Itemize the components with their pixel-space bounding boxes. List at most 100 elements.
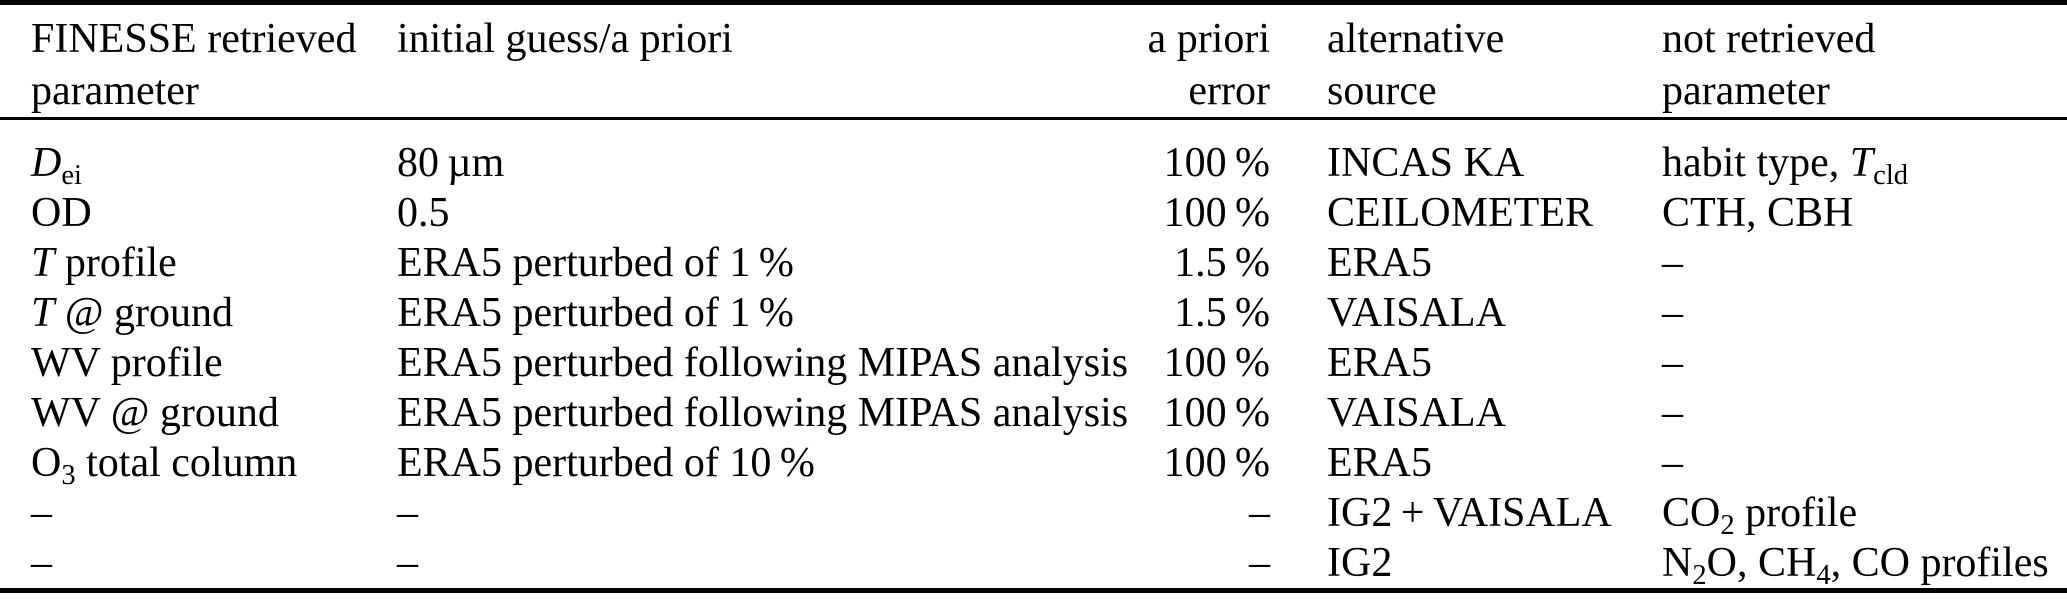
cell-initial-guess: 0.5 [397, 188, 1010, 238]
header-line: FINESSE retrieved [31, 16, 357, 62]
cell-retrieved-parameter: T profile [0, 238, 397, 288]
cell-initial-guess: ERA5 perturbed following MIPAS analysis [397, 388, 1128, 438]
cell-text: profile [54, 240, 177, 286]
cell-a-priori-error: 100 % [1010, 438, 1270, 488]
cell-text: , CO profiles [1830, 540, 2049, 586]
cell-not-retrieved-parameter: – [1662, 288, 2067, 338]
cell-text: WV @ ground [31, 390, 279, 436]
header-a-priori-error: a priori error [1010, 2, 1270, 120]
cell-retrieved-parameter: WV @ ground [0, 388, 397, 438]
cell-text: – [1249, 540, 1270, 586]
cell-not-retrieved-parameter: – [1662, 388, 2067, 438]
cell-text: ERA5 [1327, 440, 1432, 486]
header-line: parameter [31, 68, 199, 114]
cell-text: – [397, 540, 418, 586]
cell-text: CEILOMETER [1327, 190, 1593, 236]
cell-initial-guess: ERA5 perturbed of 1 % [397, 288, 1010, 338]
cell-text: N [1662, 540, 1693, 586]
cell-alternative-source: VAISALA [1270, 288, 1662, 338]
table-row: – – – IG2 N2O, CH4, CO profiles [0, 538, 2067, 591]
cell-alternative-source: INCAS KA [1270, 119, 1662, 189]
cell-text: – [1249, 490, 1270, 536]
table-row: WV profile ERA5 perturbed following MIPAS… [0, 338, 2067, 388]
subscript-text: 4 [1816, 559, 1831, 591]
cell-not-retrieved-parameter: – [1662, 238, 2067, 288]
header-line: initial guess/a priori [397, 16, 733, 62]
cell-a-priori-error: 100 % [1010, 338, 1270, 388]
cell-text: ERA5 perturbed of 10 % [397, 440, 815, 486]
cell-not-retrieved-parameter: habit type, Tcld [1662, 119, 2067, 191]
cell-text: 0.5 [397, 190, 450, 236]
cell-a-priori-error: 1.5 % [1010, 288, 1270, 338]
header-line: source [1327, 68, 1437, 114]
cell-alternative-source: VAISALA [1270, 388, 1662, 438]
cell-initial-guess: ERA5 perturbed of 10 % [397, 438, 1010, 488]
cell-text: VAISALA [1327, 290, 1506, 336]
cell-not-retrieved-parameter: – [1662, 438, 2067, 488]
cell-text: 80 µm [397, 140, 505, 186]
cell-text: VAISALA [1327, 390, 1506, 436]
cell-text: IG2 + VAISALA [1327, 490, 1612, 536]
cell-text: O [31, 440, 62, 486]
table-row: – – – IG2 + VAISALA CO2 profile [0, 488, 2067, 541]
cell-text: 100 % [1163, 140, 1270, 186]
cell-text: – [1662, 240, 1683, 286]
header-initial-guess-a-priori: initial guess/a priori [397, 2, 1010, 120]
cell-not-retrieved-parameter: CO2 profile [1662, 488, 2067, 541]
cell-initial-guess: – [397, 538, 1010, 591]
cell-not-retrieved-parameter: – [1662, 338, 2067, 388]
cell-text: – [397, 490, 418, 536]
cell-alternative-source: ERA5 [1270, 338, 1662, 388]
cell-text: habit type, [1662, 140, 1850, 186]
cell-text: ERA5 perturbed of 1 % [397, 290, 794, 336]
cell-retrieved-parameter: T @ ground [0, 288, 397, 338]
cell-text: 100 % [1163, 440, 1270, 486]
cell-text: D [31, 140, 62, 186]
cell-text: WV profile [31, 340, 223, 386]
table-header-row: FINESSE retrieved parameter initial guess/… [0, 2, 2067, 120]
cell-alternative-source: IG2 + VAISALA [1270, 488, 1662, 538]
table-row: OD 0.5 100 % CEILOMETER CTH, CBH [0, 188, 2067, 238]
subscript-text: ei [61, 159, 82, 191]
cell-text: ERA5 [1327, 340, 1432, 386]
table-row: T profile ERA5 perturbed of 1 % 1.5 % ERA5 – [0, 238, 2067, 288]
cell-text: ERA5 [1327, 240, 1432, 286]
cell-a-priori-error: 100 % [1010, 388, 1270, 438]
cell-text: – [1662, 290, 1683, 336]
cell-alternative-source: ERA5 [1270, 238, 1662, 288]
cell-a-priori-error: 100 % [1010, 119, 1270, 189]
cell-a-priori-error: – [1010, 488, 1270, 538]
cell-text: @ ground [54, 290, 234, 336]
cell-a-priori-error: 100 % [1010, 188, 1270, 238]
table-row: Dei 80 µm 100 % INCAS KA habit type, Tcld [0, 119, 2067, 191]
cell-text: T [1849, 140, 1874, 186]
cell-initial-guess: – [397, 488, 1010, 538]
subscript-text: cld [1873, 159, 1909, 191]
cell-text: OD [31, 190, 92, 236]
table-row: WV @ ground ERA5 perturbed following MIPA… [0, 388, 2067, 438]
cell-text: 1.5 % [1174, 290, 1270, 336]
cell-text: – [1662, 440, 1683, 486]
cell-initial-guess: ERA5 perturbed of 1 % [397, 238, 1010, 288]
table-row: T @ ground ERA5 perturbed of 1 % 1.5 % VAIS… [0, 288, 2067, 338]
header-line: not retrieved [1662, 16, 1876, 62]
cell-a-priori-error: – [1010, 538, 1270, 591]
cell-text: INCAS KA [1327, 140, 1525, 186]
cell-a-priori-error: 1.5 % [1010, 238, 1270, 288]
cell-retrieved-parameter: – [0, 538, 397, 591]
header-line: error [1188, 68, 1270, 114]
table-body: Dei 80 µm 100 % INCAS KA habit type, Tcld OD 0… [0, 119, 2067, 591]
cell-not-retrieved-parameter: CTH, CBH [1662, 188, 2067, 238]
cell-retrieved-parameter: – [0, 488, 397, 538]
subscript-text: 2 [1692, 559, 1707, 591]
header-line: parameter [1662, 68, 1830, 114]
table-header: FINESSE retrieved parameter initial guess/… [0, 2, 2067, 120]
cell-text: ERA5 perturbed of 1 % [397, 240, 794, 286]
subscript-text: 2 [1720, 509, 1735, 541]
cell-text: O, CH [1706, 540, 1817, 586]
cell-initial-guess: 80 µm [397, 119, 1010, 189]
cell-text: profile [1734, 490, 1858, 536]
cell-alternative-source: CEILOMETER [1270, 188, 1662, 238]
